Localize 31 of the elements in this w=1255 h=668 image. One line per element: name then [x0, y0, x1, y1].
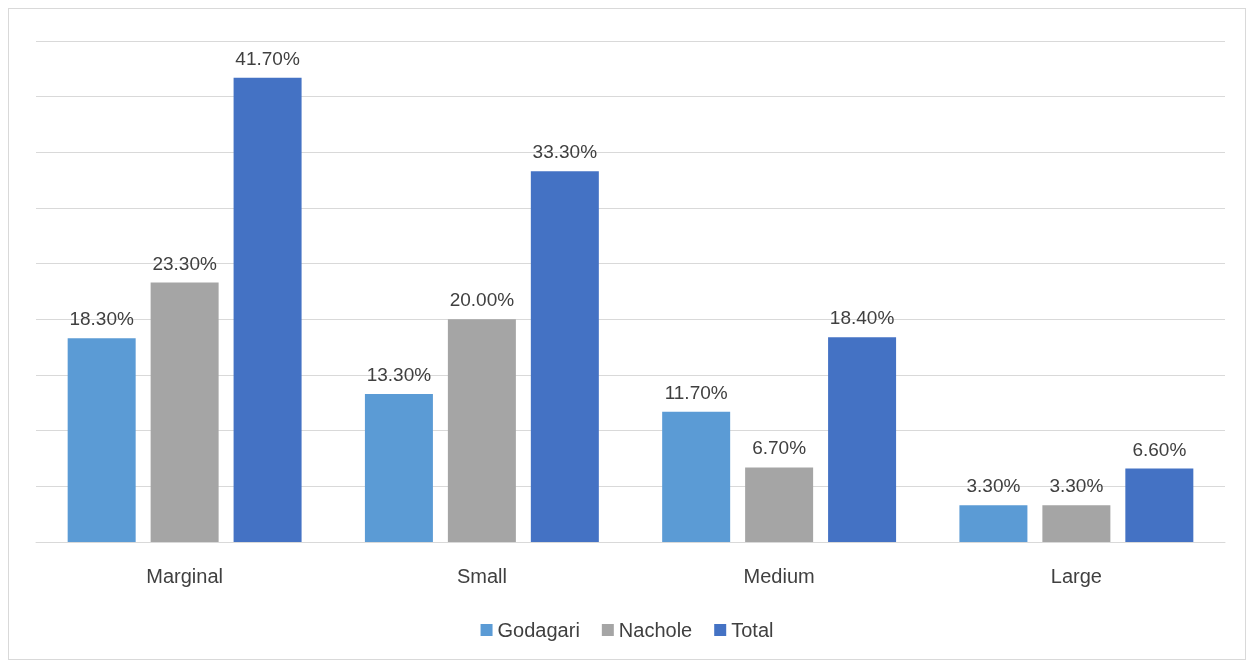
bar: [745, 467, 814, 542]
bar: [67, 338, 136, 542]
bar: [447, 319, 516, 542]
bar: [1042, 505, 1111, 542]
data-label: 3.30%: [1049, 475, 1104, 497]
bar: [150, 282, 219, 542]
data-label: 23.30%: [152, 252, 217, 274]
bar: [530, 171, 599, 542]
data-label: 13.30%: [366, 363, 432, 385]
data-label: 20.00%: [449, 289, 515, 311]
bar: [828, 337, 897, 542]
bar: [1125, 468, 1194, 542]
data-label: 33.30%: [532, 141, 598, 163]
data-label: 6.70%: [752, 437, 807, 459]
x-tick-label: Marginal: [146, 565, 223, 587]
data-label: 18.30%: [69, 308, 134, 330]
x-tick-label: Small: [456, 565, 507, 587]
bar: [233, 77, 302, 542]
data-label: 3.30%: [966, 475, 1021, 497]
legend-label: Total: [731, 619, 774, 641]
bar: [364, 393, 433, 542]
bar: [959, 505, 1028, 542]
legend-label: Nachole: [618, 619, 693, 641]
x-tick-label: Large: [1050, 565, 1102, 587]
data-label: 11.70%: [664, 381, 728, 403]
bar: [662, 411, 731, 542]
data-label: 6.60%: [1132, 438, 1187, 460]
data-label: 41.70%: [235, 47, 300, 69]
legend-label: Godagari: [497, 619, 580, 641]
data-label: 18.40%: [829, 307, 895, 329]
x-tick-label: Medium: [743, 565, 815, 587]
